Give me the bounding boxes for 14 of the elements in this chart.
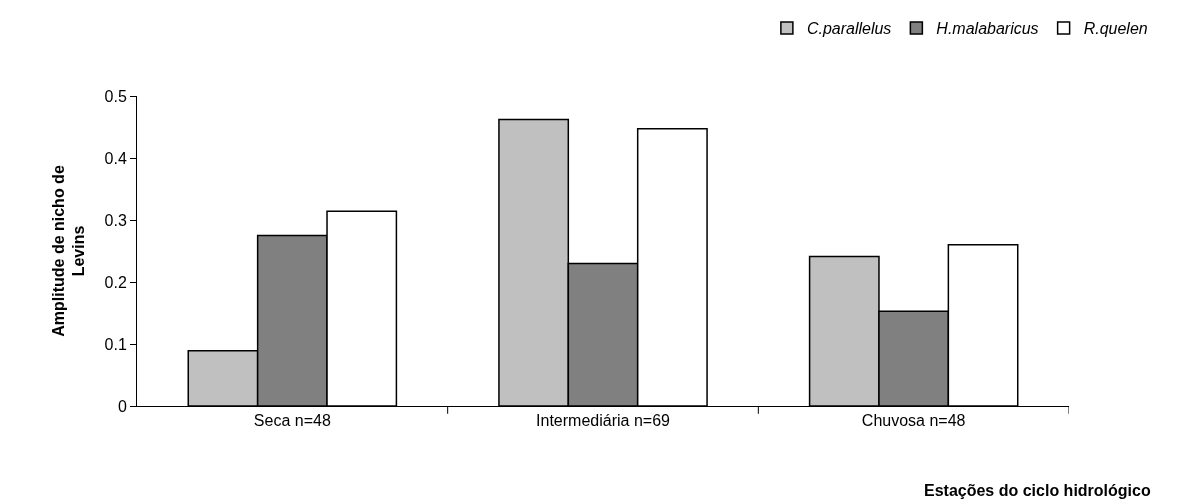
y-tick-label: 0.1 — [104, 335, 127, 353]
x-tick-label: Seca n=48 — [253, 412, 331, 430]
legend-label: R.quelen — [1083, 20, 1148, 38]
y-axis-title: Amplitude de nicho de Levins — [49, 165, 88, 337]
x-tick-label: Chuvosa n=48 — [861, 412, 966, 430]
y-tick-label: 0.2 — [104, 273, 127, 291]
y-tick-label: 0 — [117, 397, 127, 415]
y-tick-label: 0.3 — [104, 211, 127, 229]
y-tick-label: 0.4 — [104, 149, 127, 167]
legend-label: H.malabaricus — [936, 20, 1039, 38]
legend-label: C.parallelus — [806, 20, 892, 38]
y-tick-label: 0.5 — [104, 87, 127, 105]
x-axis-title: Estações do ciclo hidrológico — [924, 482, 1151, 499]
x-tick-label: Intermediária n=69 — [536, 412, 671, 430]
